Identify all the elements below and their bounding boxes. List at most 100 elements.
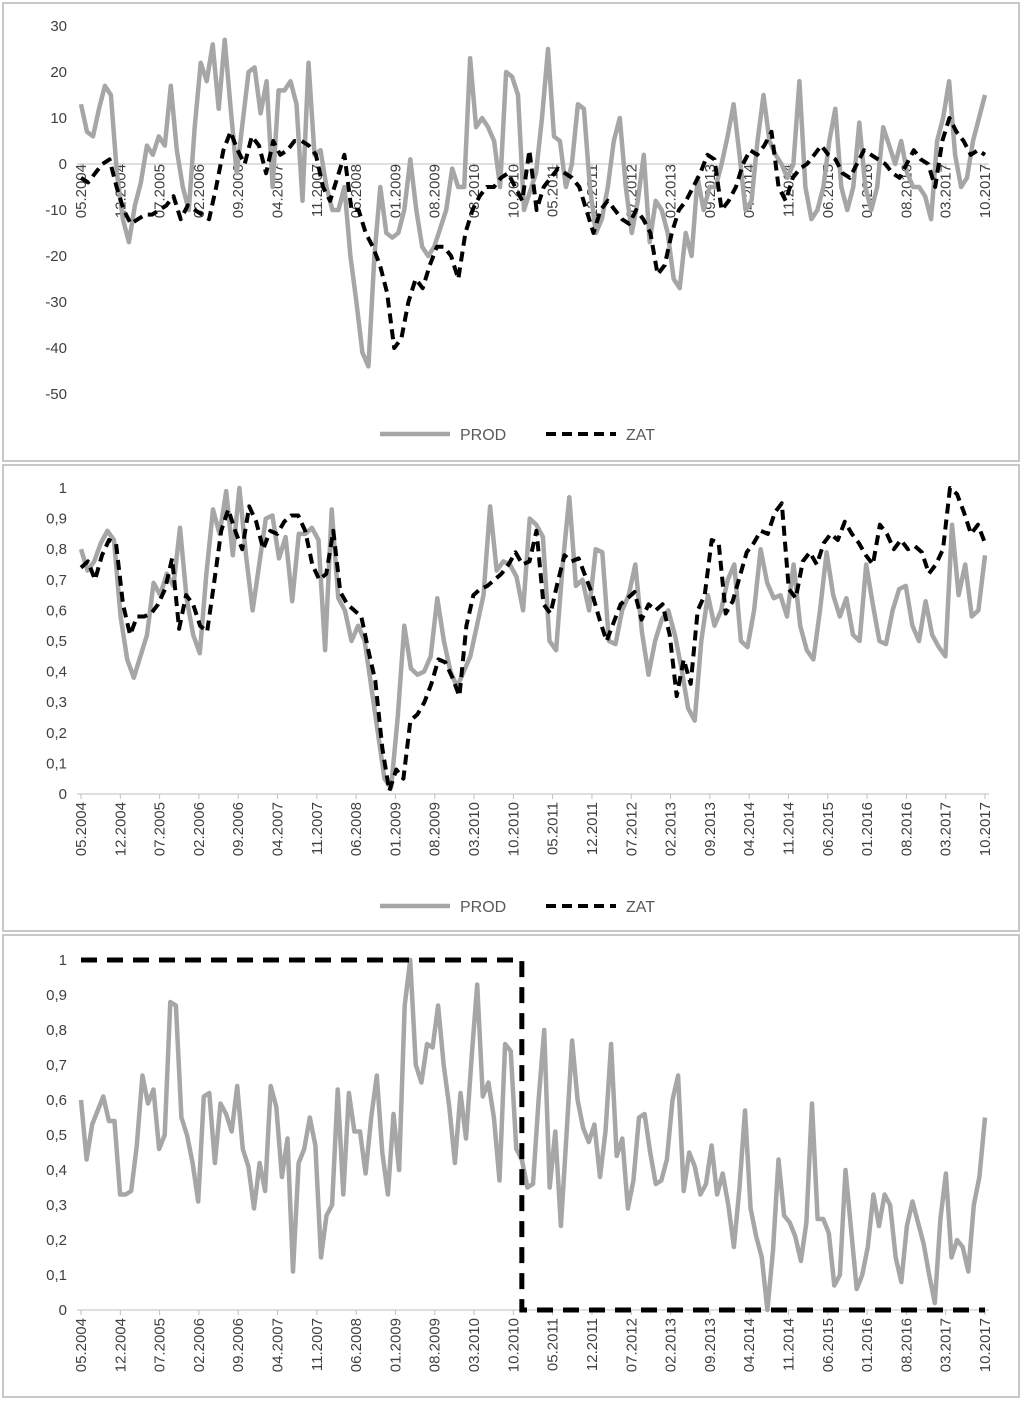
- chart-panel-1: 30 20 10 0 -10 -20 -30 -40 -50 05.2004 12.2004 07.2…: [2, 2, 1020, 462]
- x-tick-label: 10.2010: [505, 164, 522, 218]
- chart-panel-2: 1 0,9 0,8 0,7 0,6 0,5 0,4 0,3 0,2 0,1 0 05.2004 12.2…: [2, 464, 1020, 932]
- x-tick-label: 01.2016: [859, 802, 876, 856]
- y-tick-label: -40: [45, 340, 67, 357]
- y-tick-label: 0,8: [46, 541, 67, 558]
- y-tick-label: 30: [50, 18, 67, 35]
- x-tick-label: 07.2005: [152, 1318, 169, 1372]
- y-tick-label: 0,8: [46, 1022, 67, 1039]
- chart-3: 1 0,9 0,8 0,7 0,6 0,5 0,4 0,3 0,2 0,1 0 05.2004 12.2…: [46, 952, 994, 1372]
- x-tick-label: 02.2013: [663, 164, 680, 218]
- x-tick-label: 08.2016: [898, 802, 915, 856]
- x-tick-label: 06.2008: [348, 802, 365, 856]
- legend-label-prod: PROD: [460, 427, 506, 444]
- y-tick-label: -10: [45, 202, 67, 219]
- series-line-gray: [78, 957, 988, 1313]
- x-tick-label: 05.2004: [73, 1318, 90, 1372]
- x-tick-label: 06.2015: [820, 1318, 837, 1372]
- x-tick-label: 12.2004: [112, 1318, 129, 1372]
- y-tick-label: 0,9: [46, 987, 67, 1004]
- x-tick-label: 10.2017: [977, 164, 994, 218]
- x-tick-label: 09.2006: [230, 1318, 247, 1372]
- x-tick-label: 10.2010: [505, 802, 522, 856]
- x-tick-label: 03.2017: [938, 1318, 955, 1372]
- x-tick-label: 08.2016: [898, 1318, 915, 1372]
- y-tick-label: 0,6: [46, 602, 67, 619]
- x-tick-label: 09.2013: [702, 802, 719, 856]
- x-tick-label: 09.2013: [702, 1318, 719, 1372]
- x-tick-label: 05.2011: [545, 164, 562, 217]
- x-tick-label: 06.2015: [820, 802, 837, 856]
- y-tick-label: 0,1: [46, 1267, 67, 1284]
- x-tick-label: 03.2010: [466, 1318, 483, 1372]
- y-tick-label: -50: [45, 386, 67, 403]
- x-tick-label: 02.2013: [663, 1318, 680, 1372]
- y-tick-label: 0,2: [46, 725, 67, 742]
- x-tick-label: 12.2011: [584, 802, 601, 855]
- chart-2: 1 0,9 0,8 0,7 0,6 0,5 0,4 0,3 0,2 0,1 0 05.2004 12.2…: [46, 480, 994, 916]
- y-tick-label: 0,4: [46, 664, 67, 681]
- series-line-prod: [78, 485, 988, 791]
- x-tick-label: 08.2009: [427, 164, 444, 218]
- x-tick-label: 09.2006: [230, 164, 247, 218]
- y-tick-label: 0,2: [46, 1232, 67, 1249]
- x-tick-label: 07.2012: [623, 1318, 640, 1372]
- legend-label-prod: PROD: [460, 899, 506, 916]
- x-tick-label: 03.2010: [466, 802, 483, 856]
- y-tick-label: 0,5: [46, 633, 67, 650]
- x-tick-label: 02.2006: [191, 164, 208, 218]
- chart-panel-3: 1 0,9 0,8 0,7 0,6 0,5 0,4 0,3 0,2 0,1 0 05.2004 12.2…: [2, 934, 1020, 1398]
- x-tick-label: 04.2014: [741, 802, 758, 856]
- x-tick-label: 10.2017: [977, 802, 994, 856]
- series-line-zat: [79, 116, 987, 350]
- x-tick-label: 01.2009: [387, 1318, 404, 1372]
- x-tick-label: 08.2009: [427, 1318, 444, 1372]
- x-tick-label: 03.2010: [466, 164, 483, 218]
- x-tick-label: 08.2009: [427, 802, 444, 856]
- series-line-prod: [78, 37, 988, 369]
- y-tick-label: 0,9: [46, 511, 67, 528]
- x-tick-label: 06.2008: [348, 1318, 365, 1372]
- x-tick-label: 12.2011: [584, 1318, 601, 1371]
- x-tick-label: 04.2007: [270, 802, 287, 856]
- x-tick-label: 07.2005: [152, 164, 169, 218]
- x-tick-label: 02.2013: [663, 802, 680, 856]
- y-tick-label: -30: [45, 294, 67, 311]
- y-tick-label: 0,1: [46, 755, 67, 772]
- x-tick-label: 04.2007: [270, 1318, 287, 1372]
- y-tick-label: -20: [45, 248, 67, 265]
- x-tick-label: 02.2006: [191, 802, 208, 856]
- legend-label-zat: ZAT: [626, 427, 655, 444]
- series-line-zat: [79, 486, 987, 793]
- x-tick-label: 05.2004: [73, 164, 90, 218]
- x-tick-label: 03.2017: [938, 164, 955, 218]
- x-tick-label: 05.2011: [545, 1318, 562, 1371]
- y-tick-label: 1: [59, 952, 67, 969]
- y-tick-label: 0: [59, 786, 67, 803]
- x-tick-label: 10.2010: [505, 1318, 522, 1372]
- y-tick-label: 0: [59, 1302, 67, 1319]
- x-tick-label: 11.2007: [309, 802, 326, 855]
- x-tick-label: 07.2005: [152, 802, 169, 856]
- y-tick-label: 0,7: [46, 572, 67, 589]
- y-tick-label: 0,6: [46, 1092, 67, 1109]
- x-tick-label: 04.2014: [741, 1318, 758, 1372]
- x-tick-label: 01.2009: [387, 164, 404, 218]
- x-tick-label: 11.2007: [309, 164, 326, 217]
- x-tick-label: 05.2004: [73, 802, 90, 856]
- x-tick-label: 11.2014: [780, 802, 797, 855]
- x-tick-label: 11.2014: [780, 1318, 797, 1371]
- y-tick-label: 10: [50, 110, 67, 127]
- y-tick-label: 0,5: [46, 1127, 67, 1144]
- x-tick-label: 01.2016: [859, 1318, 876, 1372]
- x-tick-label: 07.2012: [623, 802, 640, 856]
- y-tick-label: 0,7: [46, 1057, 67, 1074]
- y-tick-label: 1: [59, 480, 67, 497]
- y-tick-label: 20: [50, 64, 67, 81]
- y-tick-label: 0,3: [46, 694, 67, 711]
- x-tick-label: 03.2017: [938, 802, 955, 856]
- x-tick-label: 02.2006: [191, 1318, 208, 1372]
- x-tick-label: 05.2011: [545, 802, 562, 855]
- x-tick-label: 10.2017: [977, 1318, 994, 1372]
- series-line-threshold: [81, 957, 985, 1313]
